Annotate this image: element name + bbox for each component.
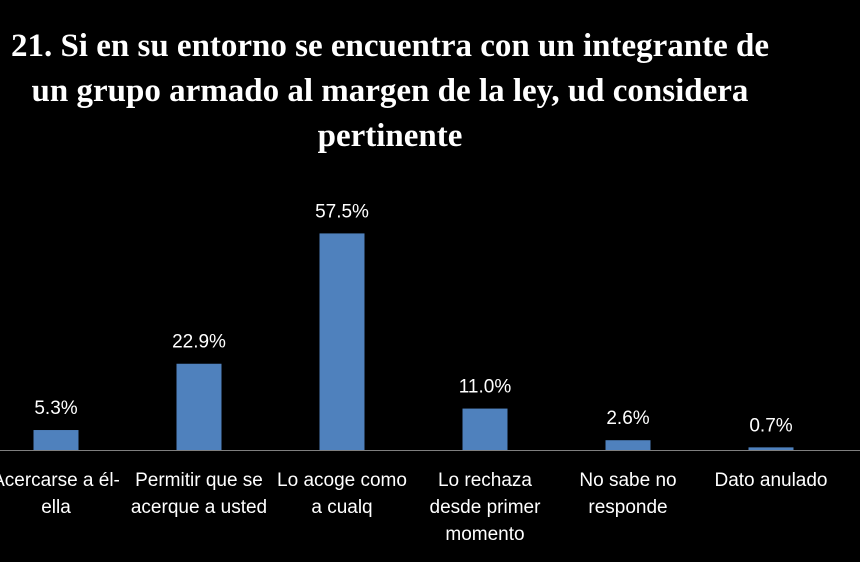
data-label: 11.0% [459, 377, 512, 398]
data-label: 22.9% [172, 332, 226, 353]
x-tick-label: Dato anulado [714, 470, 828, 491]
bar [33, 430, 79, 450]
bar [748, 447, 794, 450]
bar [605, 440, 651, 450]
bar [462, 408, 508, 450]
x-tick-label: Acercarse a él-ella [0, 470, 120, 518]
x-tick-label: Lo rechaza desde primer momento [429, 470, 541, 545]
bar [319, 233, 365, 450]
data-label: 2.6% [606, 408, 649, 429]
data-label: 57.5% [315, 201, 369, 222]
x-tick-label: Permitir que se acerque a usted [130, 470, 268, 518]
x-tick-label: Lo acoge como a cualq [277, 470, 407, 518]
chart-title: 21. Si en su entorno se encuentra con un… [10, 28, 770, 154]
data-label: 0.7% [749, 415, 792, 436]
bar [176, 363, 222, 450]
x-tick-label: No sabe no responde [579, 470, 677, 518]
data-label: 5.3% [34, 398, 77, 419]
